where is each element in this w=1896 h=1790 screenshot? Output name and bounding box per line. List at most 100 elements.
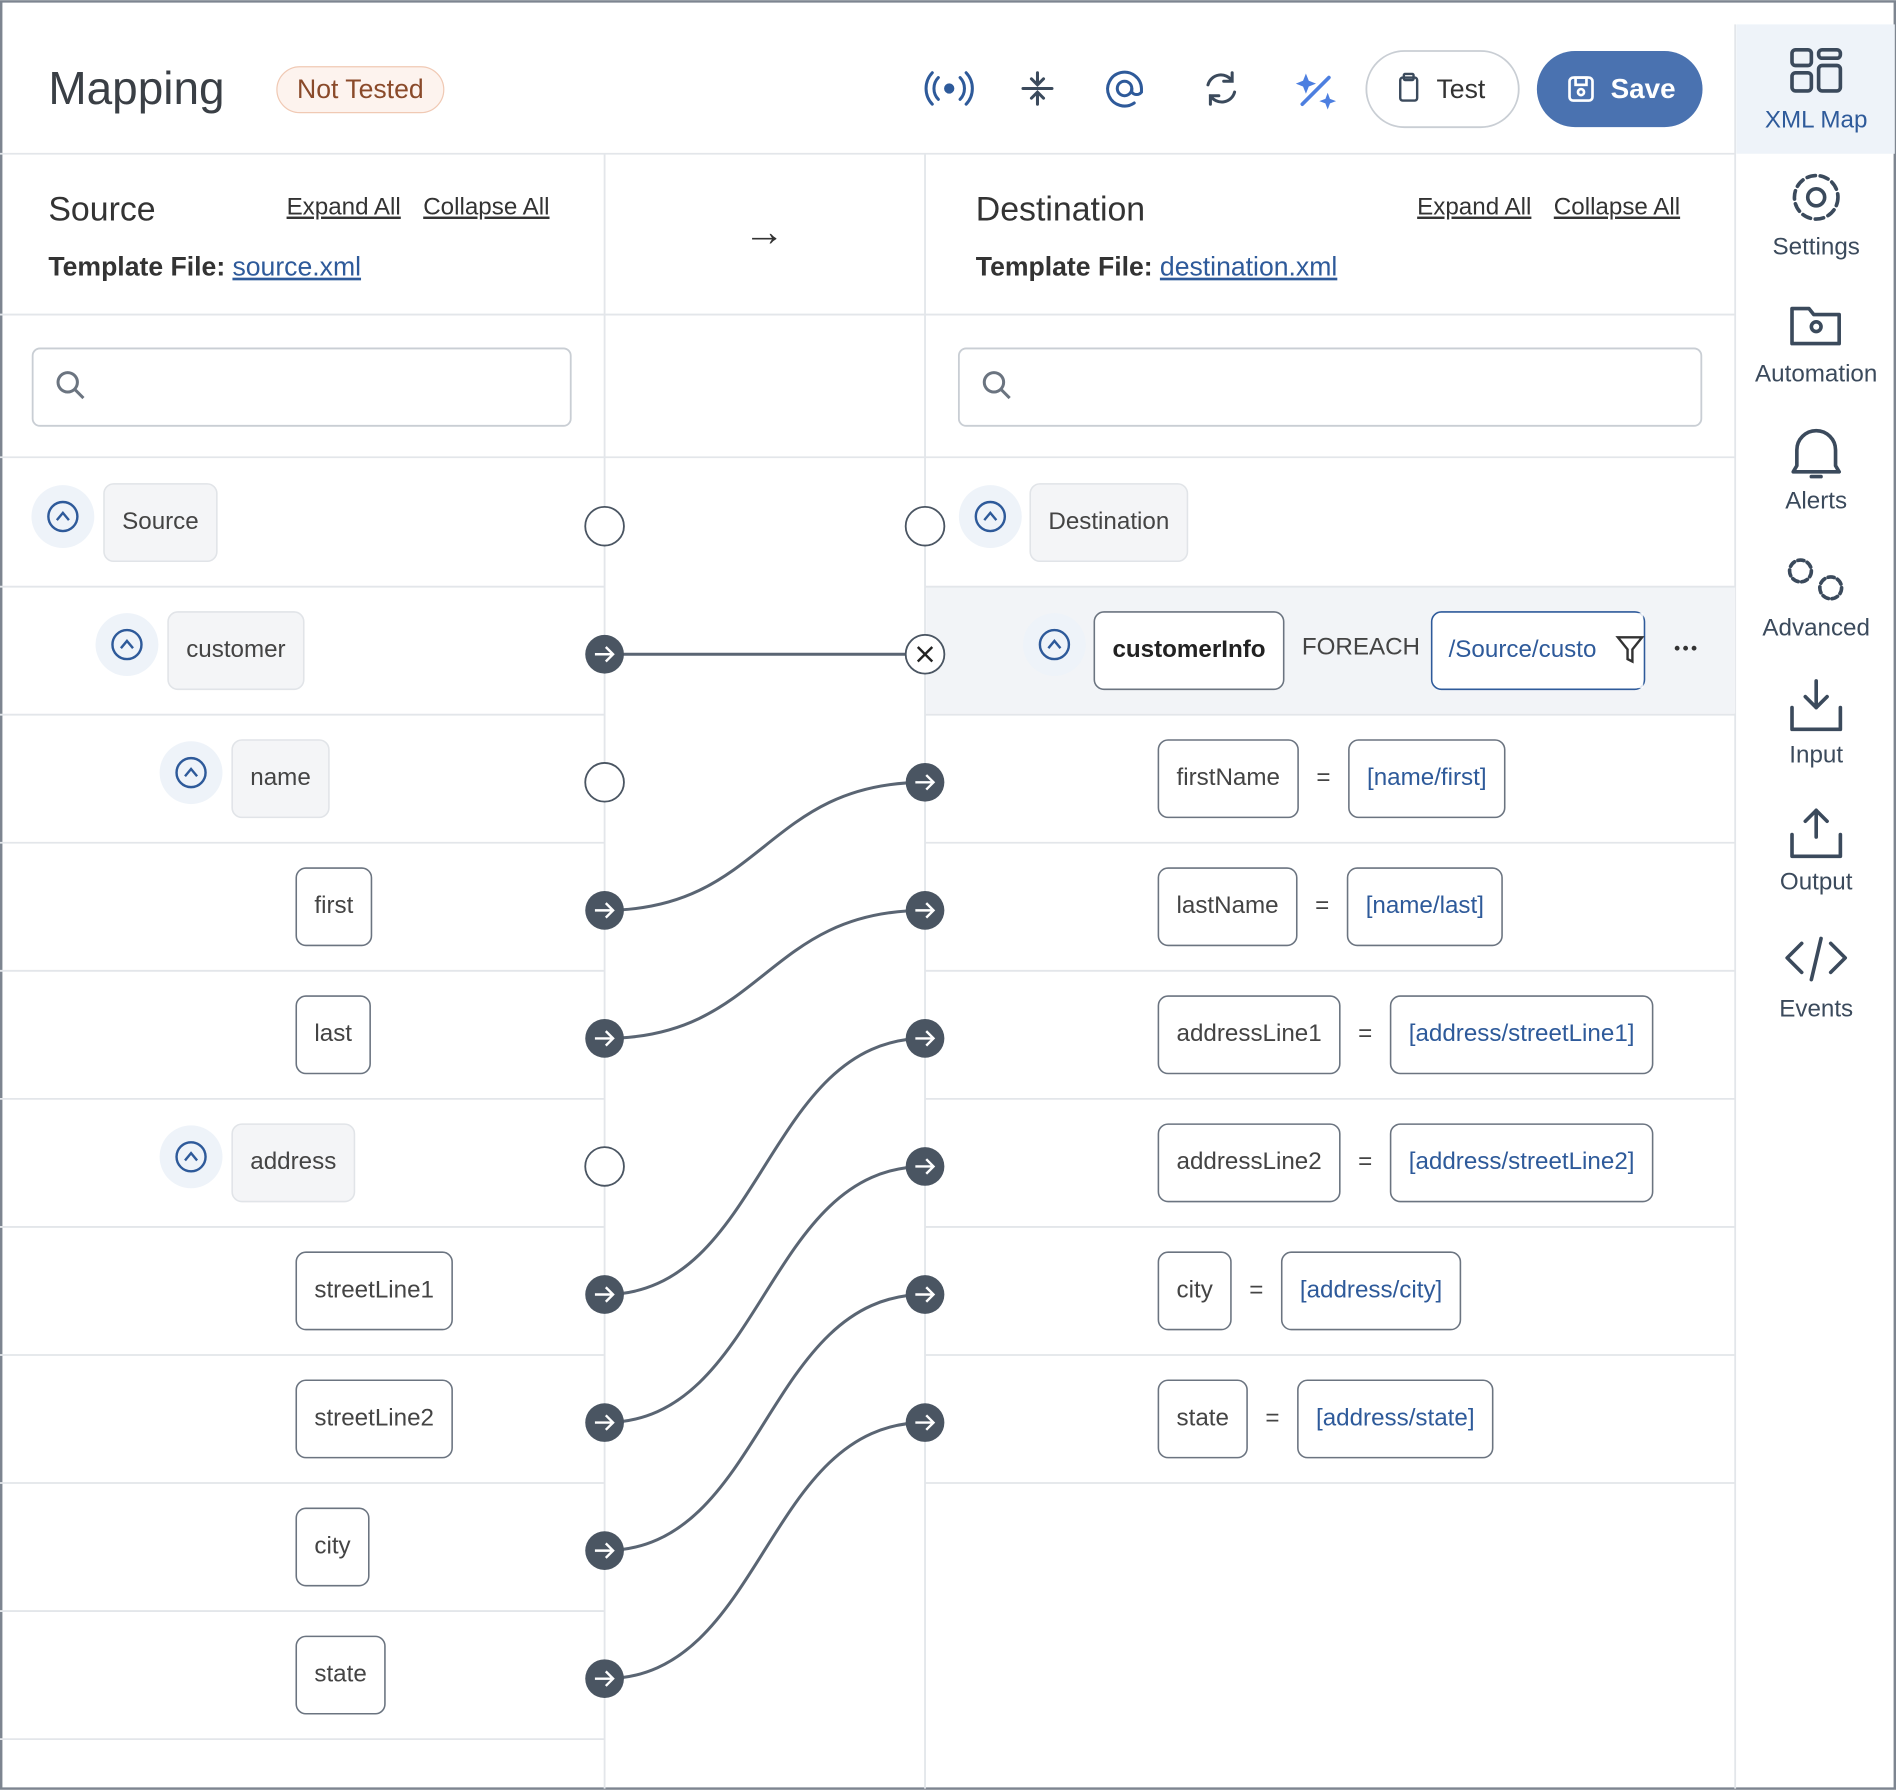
toggle-chevron — [55, 511, 70, 521]
node-box[interactable] — [295, 1635, 386, 1715]
more-dot[interactable] — [1683, 645, 1689, 651]
expand-all[interactable]: Expand All — [1417, 194, 1531, 221]
port-arrow — [594, 1030, 615, 1047]
destination-search[interactable] — [957, 347, 1703, 427]
collapse-toggle[interactable] — [1022, 613, 1086, 677]
port[interactable] — [584, 762, 625, 803]
node-label: state — [1177, 1404, 1229, 1431]
node-box[interactable] — [295, 867, 373, 947]
test-button[interactable] — [1365, 50, 1520, 129]
toggle-chevron — [983, 511, 998, 521]
toolbar-icon[interactable] — [1206, 71, 1237, 106]
toggle-ring — [175, 1141, 207, 1173]
toolbar-icon[interactable] — [1021, 71, 1054, 106]
expr: [address/streetLine1] — [1409, 1020, 1635, 1047]
expand-all[interactable]: Expand All — [287, 194, 401, 221]
more-dot[interactable] — [1691, 645, 1697, 651]
xml-map-icon — [1790, 47, 1843, 93]
node-box[interactable] — [1157, 1379, 1248, 1459]
node-box[interactable] — [1280, 1251, 1462, 1331]
toolbar-icon[interactable] — [924, 71, 974, 106]
node-box[interactable] — [1093, 611, 1285, 691]
sidebar: XML Map Settings Automation Alerts Advanced I… — [1755, 107, 1877, 1023]
node-box[interactable] — [1157, 995, 1341, 1075]
node-label: Source — [122, 508, 199, 535]
connection — [604, 908, 926, 1040]
node-box[interactable] — [103, 483, 218, 563]
toggle-ring — [47, 500, 79, 533]
toolbar-icon[interactable] — [1295, 73, 1337, 110]
save-label: Save — [1611, 73, 1676, 104]
op: = — [1316, 764, 1330, 791]
node-label: city — [314, 1532, 351, 1559]
sidebar-active — [1736, 24, 1895, 154]
search-icon — [56, 371, 85, 400]
node-box[interactable] — [231, 1123, 356, 1203]
more-dot[interactable] — [1674, 645, 1680, 651]
node-box[interactable] — [1346, 867, 1503, 947]
sidebar-item[interactable]: Input — [1789, 741, 1843, 768]
sidebar-item[interactable]: Output — [1780, 868, 1853, 895]
node-label: customerInfo — [1112, 636, 1265, 663]
node-label: addressLine2 — [1177, 1148, 1322, 1175]
expr-box[interactable] — [1430, 611, 1646, 691]
collapse-toggle[interactable] — [95, 613, 159, 677]
alerts-icon — [1791, 428, 1841, 479]
node-box[interactable] — [1389, 995, 1654, 1075]
sidebar-item[interactable]: Settings — [1773, 233, 1860, 260]
node-box[interactable] — [295, 995, 371, 1075]
save-button[interactable] — [1536, 50, 1703, 128]
collapse-toggle[interactable] — [159, 741, 223, 805]
expr: [name/last] — [1366, 892, 1484, 919]
expr-fade — [1598, 613, 1644, 689]
toggle-chevron — [184, 1151, 199, 1162]
connection — [604, 780, 926, 912]
panel-title: Destination — [976, 191, 1145, 229]
collapse-toggle[interactable] — [31, 485, 95, 548]
node-label: lastName — [1177, 892, 1279, 919]
template-file[interactable]: source.xml — [232, 252, 361, 282]
node-box[interactable] — [1297, 1379, 1494, 1459]
collapse-toggle[interactable] — [159, 1125, 223, 1189]
sidebar-item[interactable]: Alerts — [1785, 487, 1847, 514]
node-box[interactable] — [1389, 1123, 1654, 1203]
node-label: address — [250, 1148, 336, 1175]
source-search[interactable] — [31, 347, 572, 427]
node-box[interactable] — [1157, 867, 1298, 947]
node-box[interactable] — [1029, 483, 1189, 563]
sidebar-item[interactable]: XML Map — [1765, 107, 1868, 134]
node-box[interactable] — [1348, 739, 1506, 819]
node-box[interactable] — [295, 1507, 370, 1587]
port[interactable] — [904, 505, 946, 547]
op: = — [1358, 1148, 1372, 1175]
node-box[interactable] — [1157, 1123, 1341, 1203]
port-arrow — [594, 1670, 615, 1687]
sidebar-item[interactable]: Automation — [1755, 360, 1877, 387]
port[interactable] — [584, 1146, 625, 1187]
collapse-all[interactable]: Collapse All — [423, 194, 549, 221]
toolbar-icon[interactable] — [1106, 70, 1143, 108]
port-x — [916, 646, 934, 663]
collapse-toggle[interactable] — [958, 485, 1022, 548]
template-file[interactable]: destination.xml — [1160, 252, 1337, 282]
sidebar-item[interactable]: Advanced — [1762, 614, 1870, 641]
node-box[interactable] — [295, 1251, 453, 1331]
port[interactable] — [584, 505, 625, 547]
panel-title: Source — [48, 191, 155, 229]
collapse-all[interactable]: Collapse All — [1554, 194, 1680, 221]
toggle-ring — [1038, 628, 1071, 661]
filter-icon[interactable] — [1615, 636, 1645, 664]
node-box[interactable] — [1157, 1251, 1232, 1331]
node-box[interactable] — [295, 1379, 453, 1459]
port-arrow — [594, 902, 615, 919]
expr: [address/city] — [1300, 1276, 1442, 1303]
node-box[interactable] — [231, 739, 330, 819]
rows: Source customer name first last address street… — [0, 483, 1736, 1741]
loop-op: FOREACH — [1302, 634, 1420, 661]
node-box[interactable] — [167, 611, 305, 691]
sidebar-item[interactable]: Events — [1779, 995, 1853, 1022]
toggle-chevron — [184, 767, 199, 778]
node-label: addressLine1 — [1177, 1020, 1322, 1047]
node-box[interactable] — [1157, 739, 1299, 819]
